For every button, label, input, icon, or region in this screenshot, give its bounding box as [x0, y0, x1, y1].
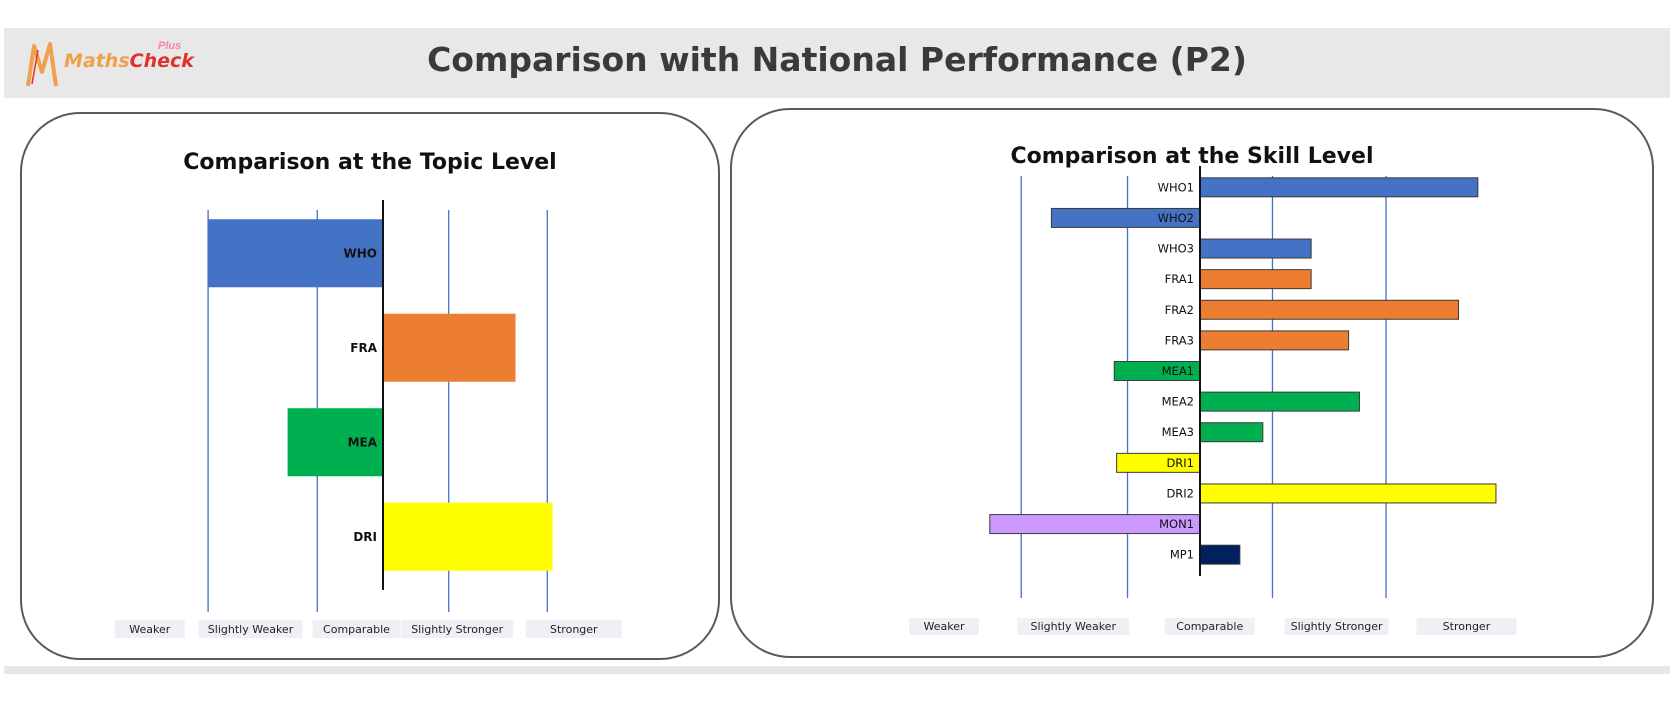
- topic-category-label: Slightly Stronger: [411, 623, 503, 636]
- topic-bar-label-who: WHO: [344, 246, 377, 260]
- skill-bar-mea2: [1199, 391, 1360, 412]
- header-bar: MathsCheck Plus Comparison with National…: [4, 28, 1670, 98]
- topic-level-chart: WHO FRA MEA DRI Weaker Slightly Weaker Compara…: [114, 200, 622, 638]
- skill-category-label: Weaker: [923, 620, 964, 633]
- skill-category-label: Comparable: [1176, 620, 1243, 633]
- topic-level-panel: Comparison at the Topic Level WHO FRA MEA D…: [20, 112, 720, 660]
- skill-bar-label-who2: WHO2: [1158, 211, 1194, 225]
- skill-bar-label-mea1: MEA1: [1162, 364, 1194, 378]
- topic-category-box: [401, 620, 514, 638]
- topic-category-label: Slightly Weaker: [208, 623, 294, 636]
- topic-category-box: [114, 620, 185, 638]
- topic-category-label: Weaker: [129, 623, 170, 636]
- mathscheck-logo: MathsCheck Plus: [20, 36, 194, 90]
- skill-bar-label-fra1: FRA1: [1165, 272, 1194, 286]
- skill-bar-mea3: [1199, 422, 1264, 443]
- skill-chart-title: Comparison at the Skill Level: [1010, 144, 1374, 169]
- skill-category-label: Slightly Weaker: [1031, 620, 1117, 633]
- skill-bar-mp1: [1199, 544, 1241, 565]
- skill-bar-label-mea2: MEA2: [1162, 395, 1194, 409]
- skill-category-box: [909, 618, 979, 635]
- topic-bar-label-dri: DRI: [353, 530, 377, 544]
- skill-bar-label-fra2: FRA2: [1165, 303, 1194, 317]
- topic-bar-mea: [287, 408, 383, 477]
- topic-category-label: Comparable: [323, 623, 390, 636]
- skill-bar-label-mon1: MON1: [1159, 517, 1194, 531]
- skill-bar-fra2: [1199, 299, 1460, 320]
- skill-bar-label-mp1: MP1: [1170, 548, 1194, 562]
- skill-category-label: Slightly Stronger: [1291, 620, 1383, 633]
- skill-category-label: Stronger: [1443, 620, 1491, 633]
- topic-category-label: Stronger: [550, 623, 598, 636]
- footer-strip: [4, 666, 1670, 674]
- skill-level-chart: WHO1 WHO2 WHO3 FRA1 FRA2 FRA3 MEA1 MEA2 MEA3 DRI1…: [909, 166, 1517, 635]
- skill-bar-fra1: [1199, 269, 1312, 290]
- skill-bar-who3: [1199, 238, 1312, 259]
- topic-category-box: [525, 620, 622, 638]
- skill-bar-label-fra3: FRA3: [1165, 333, 1194, 347]
- skill-category-box: [1017, 618, 1130, 635]
- topic-bar-label-fra: FRA: [350, 341, 377, 355]
- skill-level-panel: Comparison at the Skill Level WHO1 WHO2 WH…: [730, 108, 1654, 658]
- topic-bar-fra: [383, 313, 516, 382]
- skill-category-box: [1284, 618, 1389, 635]
- skill-category-box: [1164, 618, 1255, 635]
- topic-chart-title: Comparison at the Topic Level: [183, 150, 557, 175]
- skill-bar-label-dri2: DRI2: [1166, 486, 1194, 500]
- logo-plus-text: Plus: [158, 40, 182, 52]
- skill-bar-label-who3: WHO3: [1158, 242, 1194, 256]
- logo-main-text: Maths: [64, 50, 130, 72]
- topic-category-box: [198, 620, 303, 638]
- topic-bar-label-mea: MEA: [348, 435, 378, 449]
- skill-category-box: [1416, 618, 1517, 635]
- logo-accent-text: Check: [129, 50, 194, 72]
- skill-bar-fra3: [1199, 330, 1350, 351]
- skill-bar-label-mea3: MEA3: [1162, 425, 1194, 439]
- skill-bar-dri2: [1199, 483, 1497, 504]
- page-title: Comparison with National Performance (P2…: [427, 40, 1247, 79]
- topic-category-box: [312, 620, 401, 638]
- logo-text: MathsCheck: [64, 50, 194, 72]
- skill-bar-label-dri1: DRI1: [1166, 456, 1194, 470]
- topic-bar-who: [208, 219, 383, 288]
- skill-bar-label-who1: WHO1: [1158, 180, 1194, 194]
- topic-bar-dri: [383, 502, 553, 571]
- logo-figure-icon: [26, 42, 58, 87]
- skill-bar-who1: [1199, 177, 1479, 198]
